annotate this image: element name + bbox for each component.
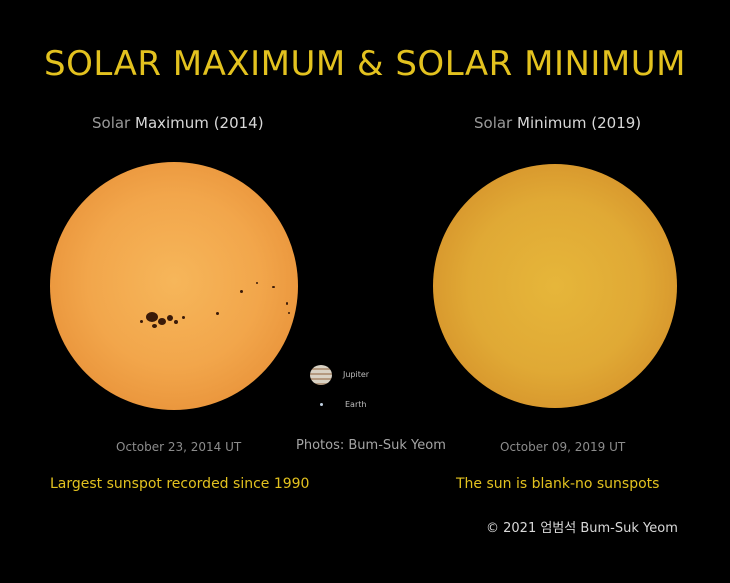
sunspot xyxy=(152,324,157,328)
page-title: SOLAR MAXIMUM & SOLAR MINIMUM xyxy=(44,44,686,84)
solar-minimum-caption: The sun is blank-no sunspots xyxy=(456,476,660,492)
sunspot xyxy=(182,316,185,319)
heading-year: (2014) xyxy=(208,114,264,132)
heading-prefix: Solar xyxy=(92,114,135,132)
solar-maximum-sun-image xyxy=(50,162,298,410)
sunspot xyxy=(286,302,288,305)
heading-prefix: Solar xyxy=(474,114,517,132)
sunspot xyxy=(256,282,258,284)
sunspot xyxy=(158,318,166,325)
copyright-notice: © 2021 엄범석 Bum-Suk Yeom xyxy=(486,521,678,536)
sunspot xyxy=(174,320,178,324)
sunspot xyxy=(240,290,243,293)
sunspot xyxy=(140,320,143,323)
sunspot xyxy=(216,312,219,315)
jupiter-scale-image xyxy=(310,365,332,385)
solar-maximum-date: October 23, 2014 UT xyxy=(116,440,242,454)
sunspot xyxy=(167,315,173,321)
heading-emphasis: Maximum xyxy=(135,114,209,132)
solar-minimum-sun-image xyxy=(433,164,677,408)
photo-credit: Photos: Bum-Suk Yeom xyxy=(296,438,446,453)
earth-label: Earth xyxy=(345,400,367,409)
earth-scale-image xyxy=(320,403,323,406)
solar-maximum-heading: Solar Maximum (2014) xyxy=(92,114,264,132)
sunspot-group-large xyxy=(146,312,158,322)
heading-year: (2019) xyxy=(586,114,642,132)
sunspot xyxy=(288,312,290,314)
jupiter-label: Jupiter xyxy=(343,370,370,379)
heading-emphasis: Minimum xyxy=(517,114,587,132)
solar-minimum-date: October 09, 2019 UT xyxy=(500,440,626,454)
solar-minimum-heading: Solar Minimum (2019) xyxy=(474,114,641,132)
sunspot xyxy=(272,286,275,288)
solar-maximum-caption: Largest sunspot recorded since 1990 xyxy=(50,476,310,492)
